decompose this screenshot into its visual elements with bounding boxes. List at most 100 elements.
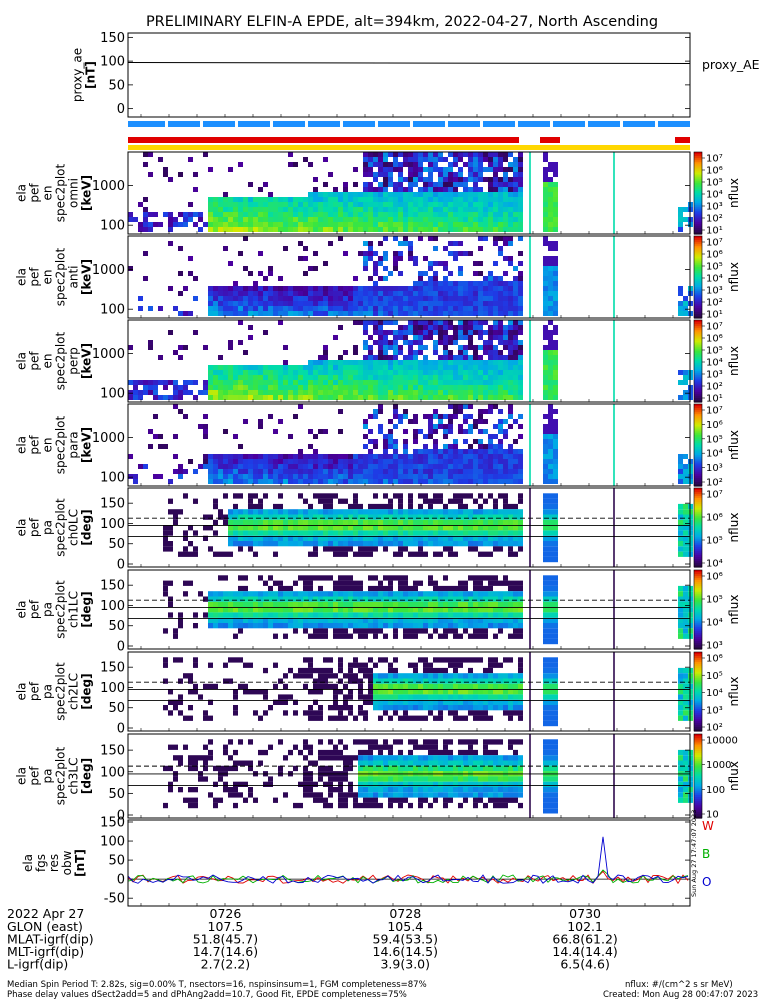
colorbar-cell (694, 527, 702, 531)
heat-cell (518, 375, 523, 380)
heat-cell (548, 657, 553, 663)
heat-cell (428, 207, 433, 212)
heat-cell (503, 192, 508, 197)
heat-cell (518, 525, 523, 531)
heat-cell (428, 330, 433, 335)
heat-cell (198, 217, 203, 222)
heat-cell (148, 390, 153, 395)
heat-cell (438, 320, 443, 325)
heat-cell (383, 479, 388, 484)
heat-cell (378, 241, 383, 246)
heat-cell (433, 390, 438, 395)
heat-cell (398, 335, 403, 340)
heat-cell (313, 212, 318, 217)
heat-cell (393, 375, 398, 380)
heat-cell (403, 395, 408, 400)
heat-cell (133, 385, 138, 390)
heat-cell (268, 266, 273, 271)
heat-cell (408, 311, 413, 316)
heat-cell (293, 607, 298, 613)
heat-cell (333, 197, 338, 202)
heat-cell (403, 633, 408, 639)
heat-cell (303, 296, 308, 301)
heat-cell (493, 157, 498, 162)
heat-cell (478, 535, 483, 541)
heat-cell (678, 286, 683, 291)
heat-cell (473, 628, 478, 634)
heat-cell (373, 623, 378, 629)
heat-cell (413, 474, 418, 479)
heat-cell (328, 207, 333, 212)
heat-cell (308, 444, 313, 449)
heat-cell (343, 360, 348, 365)
heat-cell (468, 370, 473, 375)
heat-cell (313, 311, 318, 316)
heat-cell (213, 607, 218, 613)
heat-cell (218, 612, 223, 618)
heat-cell (543, 261, 548, 266)
heat-cell (168, 580, 173, 586)
colorbar-cell (694, 434, 702, 438)
heat-cell (358, 365, 363, 370)
heat-cell (243, 311, 248, 316)
heat-cell (233, 519, 238, 526)
heat-cell (553, 301, 558, 306)
ylabel-line: proxy_ae (71, 48, 85, 102)
heat-cell (283, 291, 288, 296)
heat-cell (228, 454, 233, 459)
heat-cell (358, 197, 363, 202)
heat-cell (273, 612, 278, 618)
heat-cell (458, 251, 463, 256)
heat-cell (288, 375, 293, 380)
heat-cell (383, 607, 388, 613)
colorbar-cell (694, 521, 702, 525)
heat-cell (513, 320, 518, 325)
heat-cell (478, 519, 483, 526)
heat-cell (543, 551, 548, 557)
heat-cell (388, 395, 393, 400)
colorbar-tick-label: 10² (706, 478, 723, 489)
heat-cell (498, 444, 503, 449)
heat-cell (468, 187, 473, 192)
heat-cell (348, 375, 353, 380)
colorbar-cell (694, 603, 702, 607)
heat-cell (503, 657, 508, 663)
heat-cell (333, 296, 338, 301)
heat-cell (283, 617, 288, 623)
heat-cell (443, 395, 448, 400)
heat-cell (468, 291, 473, 296)
heat-cell (353, 365, 358, 370)
heat-cell (308, 525, 313, 531)
heat-cell (433, 296, 438, 301)
heat-cell (303, 519, 308, 526)
heat-cell (363, 591, 368, 597)
heat-cell (548, 335, 553, 340)
heat-cell (548, 241, 553, 246)
heat-cell (453, 444, 458, 449)
heat-cell (408, 325, 413, 330)
heat-cell (208, 454, 213, 459)
heat-cell (513, 459, 518, 464)
heat-cell (228, 607, 233, 613)
heat-cell (498, 623, 503, 629)
data-streak (529, 488, 531, 567)
heat-cell (328, 212, 333, 217)
heat-cell (163, 167, 168, 172)
heat-cell (323, 380, 328, 385)
heat-cell (338, 291, 343, 296)
heat-cell (208, 395, 213, 400)
heat-cell (313, 385, 318, 390)
heat-cell (298, 623, 303, 629)
heat-cell (313, 227, 318, 232)
heat-cell (258, 503, 263, 510)
heat-cell (448, 585, 453, 592)
heat-cell (333, 633, 338, 639)
heat-cell (478, 390, 483, 395)
heat-cell (503, 612, 508, 618)
heat-cell (443, 628, 448, 634)
heat-cell (243, 227, 248, 232)
heat-cell (218, 370, 223, 375)
heat-cell (348, 301, 353, 306)
heat-cell (388, 623, 393, 629)
